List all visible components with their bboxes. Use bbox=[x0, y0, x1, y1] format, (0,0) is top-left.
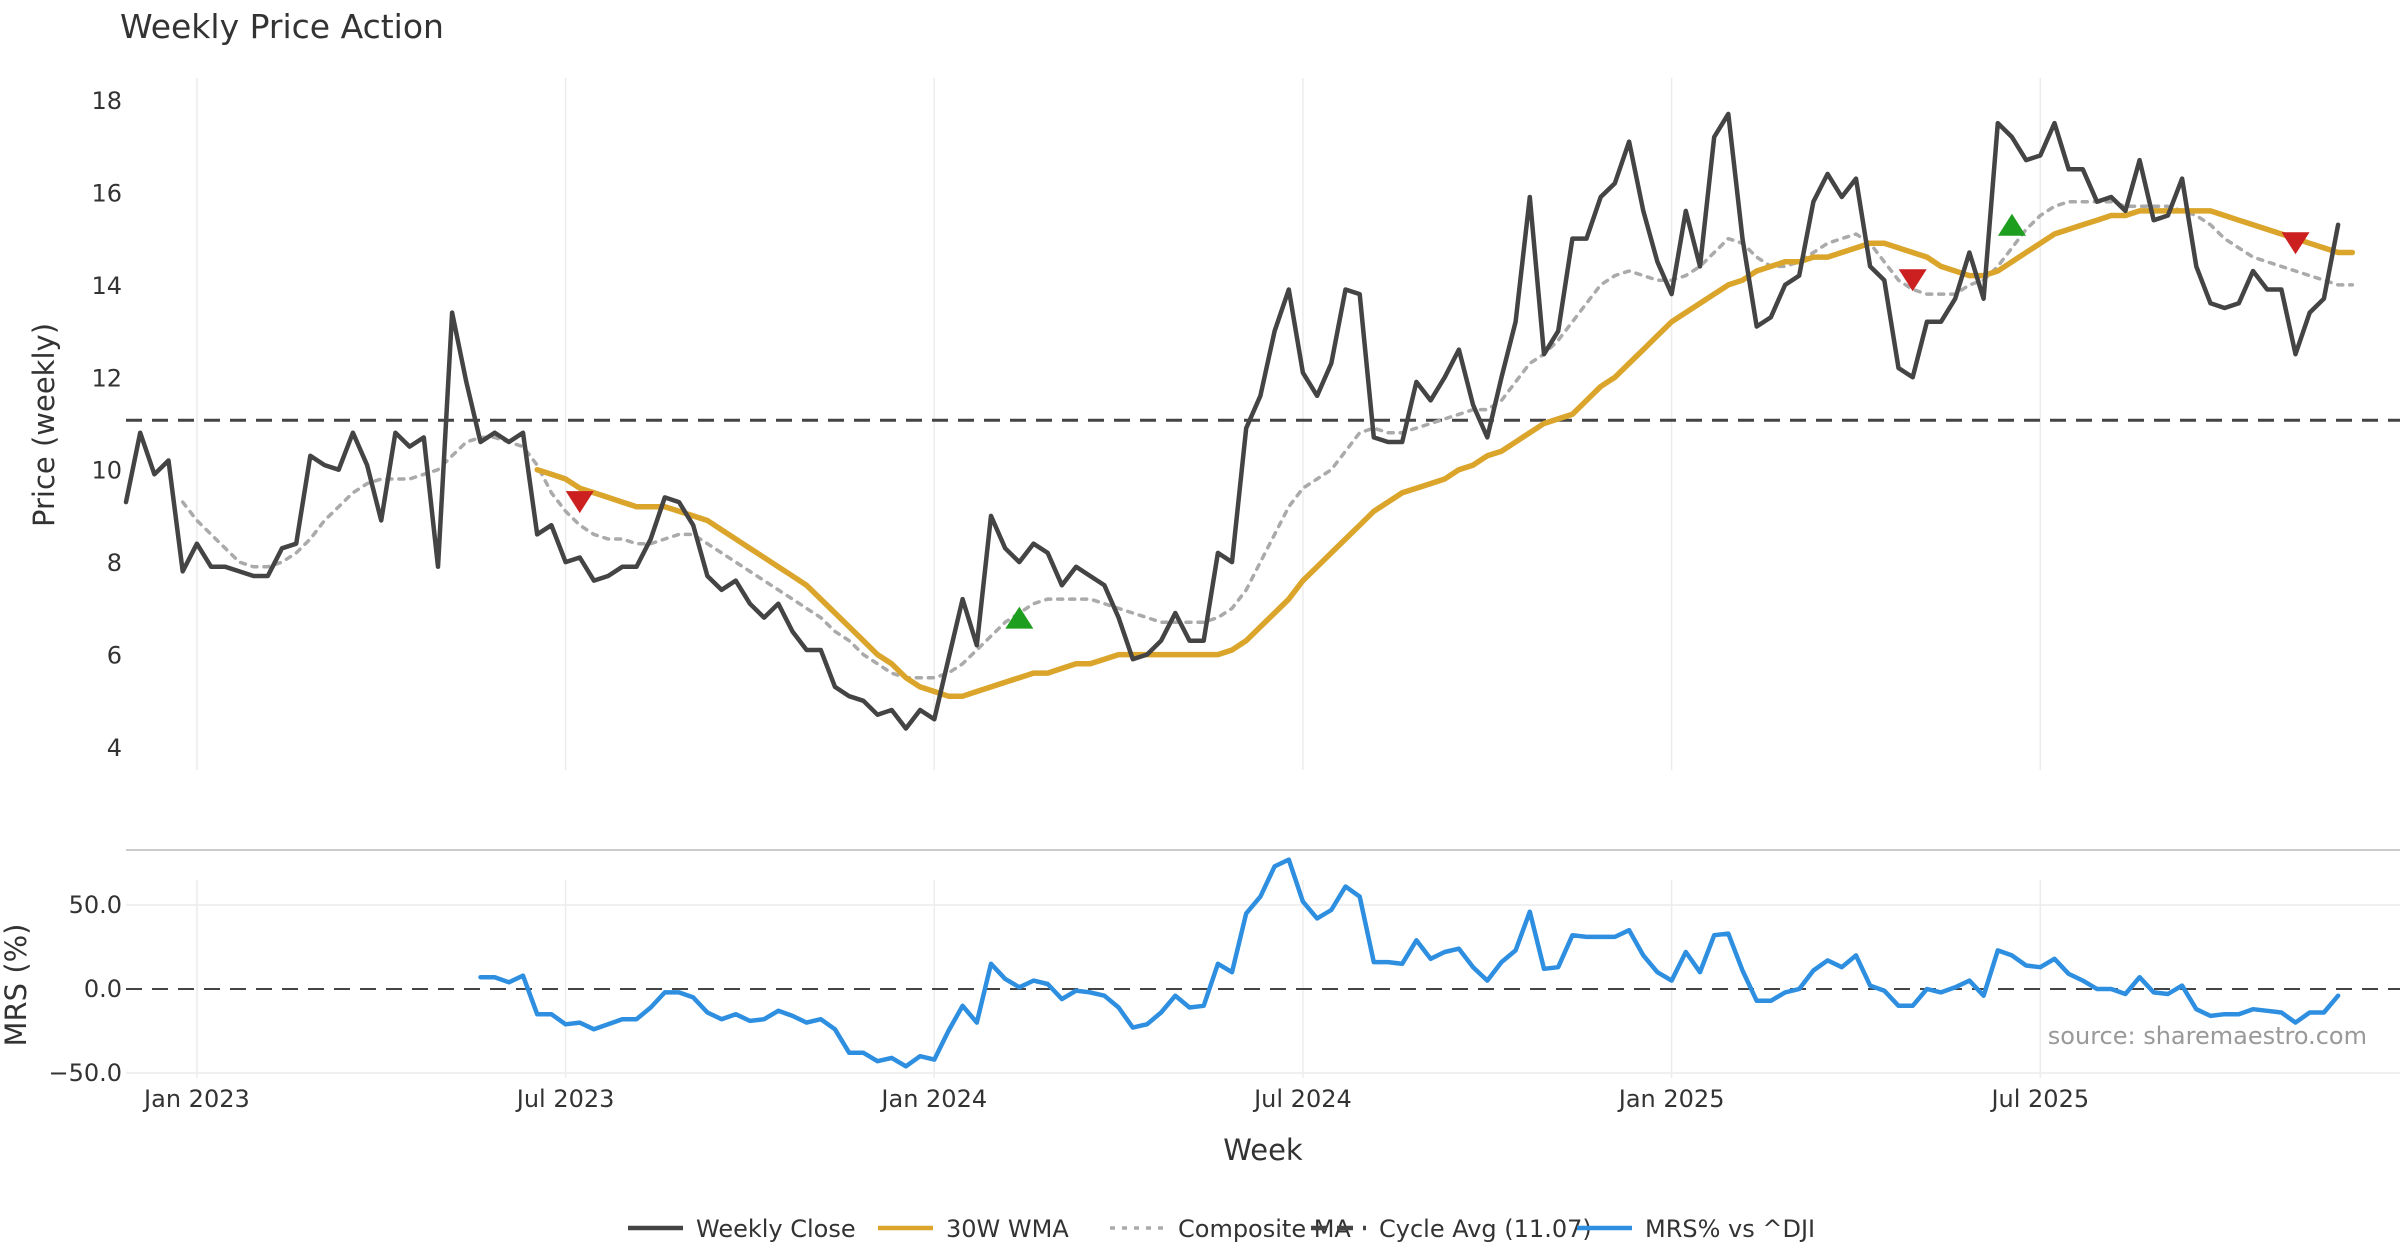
y-tick-labels: −50.0 0.0 50.0 4 6 8 10 12 14 16 18 bbox=[48, 87, 122, 1087]
mrs-line bbox=[478, 857, 2341, 1069]
reference-lines bbox=[126, 418, 2400, 990]
buy-signal-marker bbox=[1005, 606, 1034, 629]
price-y-tick-label: 6 bbox=[107, 642, 122, 670]
legend-label: Cycle Avg (11.07) bbox=[1379, 1215, 1592, 1243]
price-y-tick-label: 18 bbox=[91, 87, 122, 115]
price-series bbox=[123, 111, 2356, 731]
legend: Weekly Close 30W WMA Composite MA Cycle Avg… bbox=[628, 1215, 1815, 1243]
mrs-axis-label: MRS (%) bbox=[0, 924, 33, 1047]
mrs-y-tick-label: 0.0 bbox=[84, 975, 122, 1003]
sell-signal-marker bbox=[1898, 269, 1927, 292]
x-tick-labels: Jan 2023 Jul 2023 Jan 2024 Jul 2024 Jan 2025… bbox=[142, 1085, 2089, 1113]
legend-label: 30W WMA bbox=[946, 1215, 1069, 1243]
mrs-series bbox=[478, 857, 2341, 1069]
x-tick-label: Jan 2025 bbox=[1617, 1085, 1725, 1113]
legend-label: Weekly Close bbox=[696, 1215, 856, 1243]
grid bbox=[126, 78, 2400, 1078]
price-y-tick-label: 8 bbox=[107, 549, 122, 577]
price-y-tick-label: 16 bbox=[91, 179, 122, 207]
signal-markers bbox=[565, 213, 2310, 629]
price-y-tick-label: 12 bbox=[91, 364, 122, 392]
legend-label: MRS% vs ^DJI bbox=[1645, 1215, 1815, 1243]
x-tick-label: Jan 2023 bbox=[142, 1085, 250, 1113]
weekly-close-line bbox=[123, 111, 2341, 731]
mrs-y-tick-label: 50.0 bbox=[69, 891, 122, 919]
buy-signal-marker bbox=[1997, 213, 2026, 236]
composite-ma-line bbox=[180, 199, 2355, 680]
x-axis-label: Week bbox=[1223, 1133, 1303, 1167]
price-axis-label: Price (weekly) bbox=[27, 323, 61, 527]
sell-signal-marker bbox=[2281, 232, 2310, 255]
price-y-tick-label: 4 bbox=[107, 734, 122, 762]
30w-wma-line bbox=[534, 208, 2356, 699]
x-tick-label: Jul 2025 bbox=[1989, 1085, 2089, 1113]
x-tick-label: Jul 2024 bbox=[1252, 1085, 1352, 1113]
x-tick-label: Jan 2024 bbox=[879, 1085, 987, 1113]
chart-title: Weekly Price Action bbox=[120, 7, 444, 46]
sell-signal-marker bbox=[565, 491, 594, 514]
price-y-tick-label: 10 bbox=[91, 457, 122, 485]
source-credit: source: sharemaestro.com bbox=[2048, 1022, 2367, 1050]
x-tick-label: Jul 2023 bbox=[515, 1085, 615, 1113]
price-y-tick-label: 14 bbox=[91, 272, 122, 300]
mrs-y-tick-label: −50.0 bbox=[48, 1059, 122, 1087]
